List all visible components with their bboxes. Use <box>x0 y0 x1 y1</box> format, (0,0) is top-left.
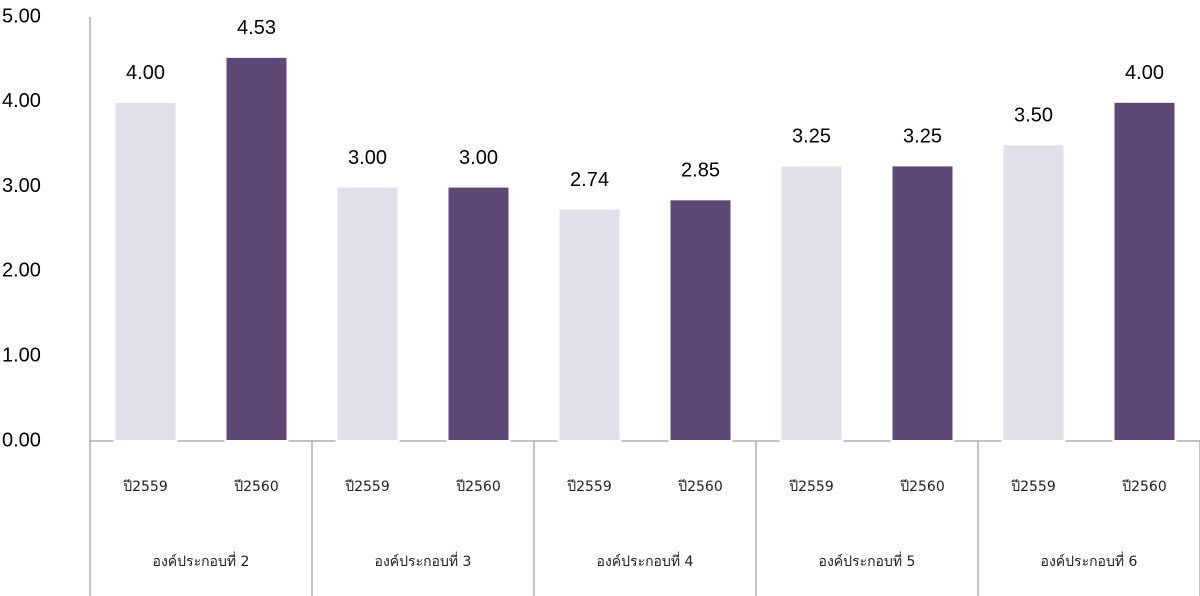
x-tick-label: ปี2559 <box>345 479 390 495</box>
value-label: 4.00 <box>1125 62 1164 84</box>
bar <box>1114 102 1176 441</box>
value-label: 4.53 <box>237 17 276 39</box>
x-tick-label: ปี2560 <box>678 479 723 495</box>
bar <box>115 102 177 441</box>
value-label: 4.00 <box>126 62 165 84</box>
value-label: 3.00 <box>348 147 387 169</box>
bar <box>226 57 288 441</box>
value-label: 2.85 <box>681 160 720 182</box>
group-label: องค์ประกอบที่ 6 <box>1041 552 1138 570</box>
x-tick-label: ปี2559 <box>1011 479 1056 495</box>
group-label: องค์ประกอบที่ 2 <box>153 552 250 570</box>
y-tick-label: 4.00 <box>2 90 41 112</box>
value-label: 3.25 <box>792 126 831 148</box>
y-tick-label: 3.00 <box>2 175 41 197</box>
group-label: องค์ประกอบที่ 3 <box>375 552 472 570</box>
x-tick-label: ปี2560 <box>234 479 279 495</box>
bar <box>559 209 621 441</box>
value-label: 3.00 <box>459 147 498 169</box>
y-tick-label: 5.00 <box>2 5 41 27</box>
x-tick-label: ปี2560 <box>900 479 945 495</box>
bar <box>892 165 954 441</box>
bar <box>337 187 399 441</box>
group-label: องค์ประกอบที่ 4 <box>597 552 694 570</box>
group-label: องค์ประกอบที่ 5 <box>819 552 916 570</box>
bar <box>1003 144 1065 441</box>
bar <box>448 187 510 441</box>
x-tick-label: ปี2560 <box>456 479 501 495</box>
x-tick-label: ปี2560 <box>1122 479 1167 495</box>
bar <box>781 165 843 441</box>
x-tick-label: ปี2559 <box>789 479 834 495</box>
x-tick-label: ปี2559 <box>123 479 168 495</box>
value-label: 2.74 <box>570 169 609 191</box>
y-tick-label: 2.00 <box>2 260 41 282</box>
x-tick-label: ปี2559 <box>567 479 612 495</box>
chart: 0.00 1.00 2.00 3.00 4.00 5.00 ปี2559 4.00 ปี2560… <box>0 0 1200 596</box>
value-label: 3.50 <box>1014 104 1053 126</box>
value-label: 3.25 <box>903 126 942 148</box>
y-tick-label: 0.00 <box>2 429 41 451</box>
bar <box>670 199 732 441</box>
y-tick-label: 1.00 <box>2 344 41 366</box>
